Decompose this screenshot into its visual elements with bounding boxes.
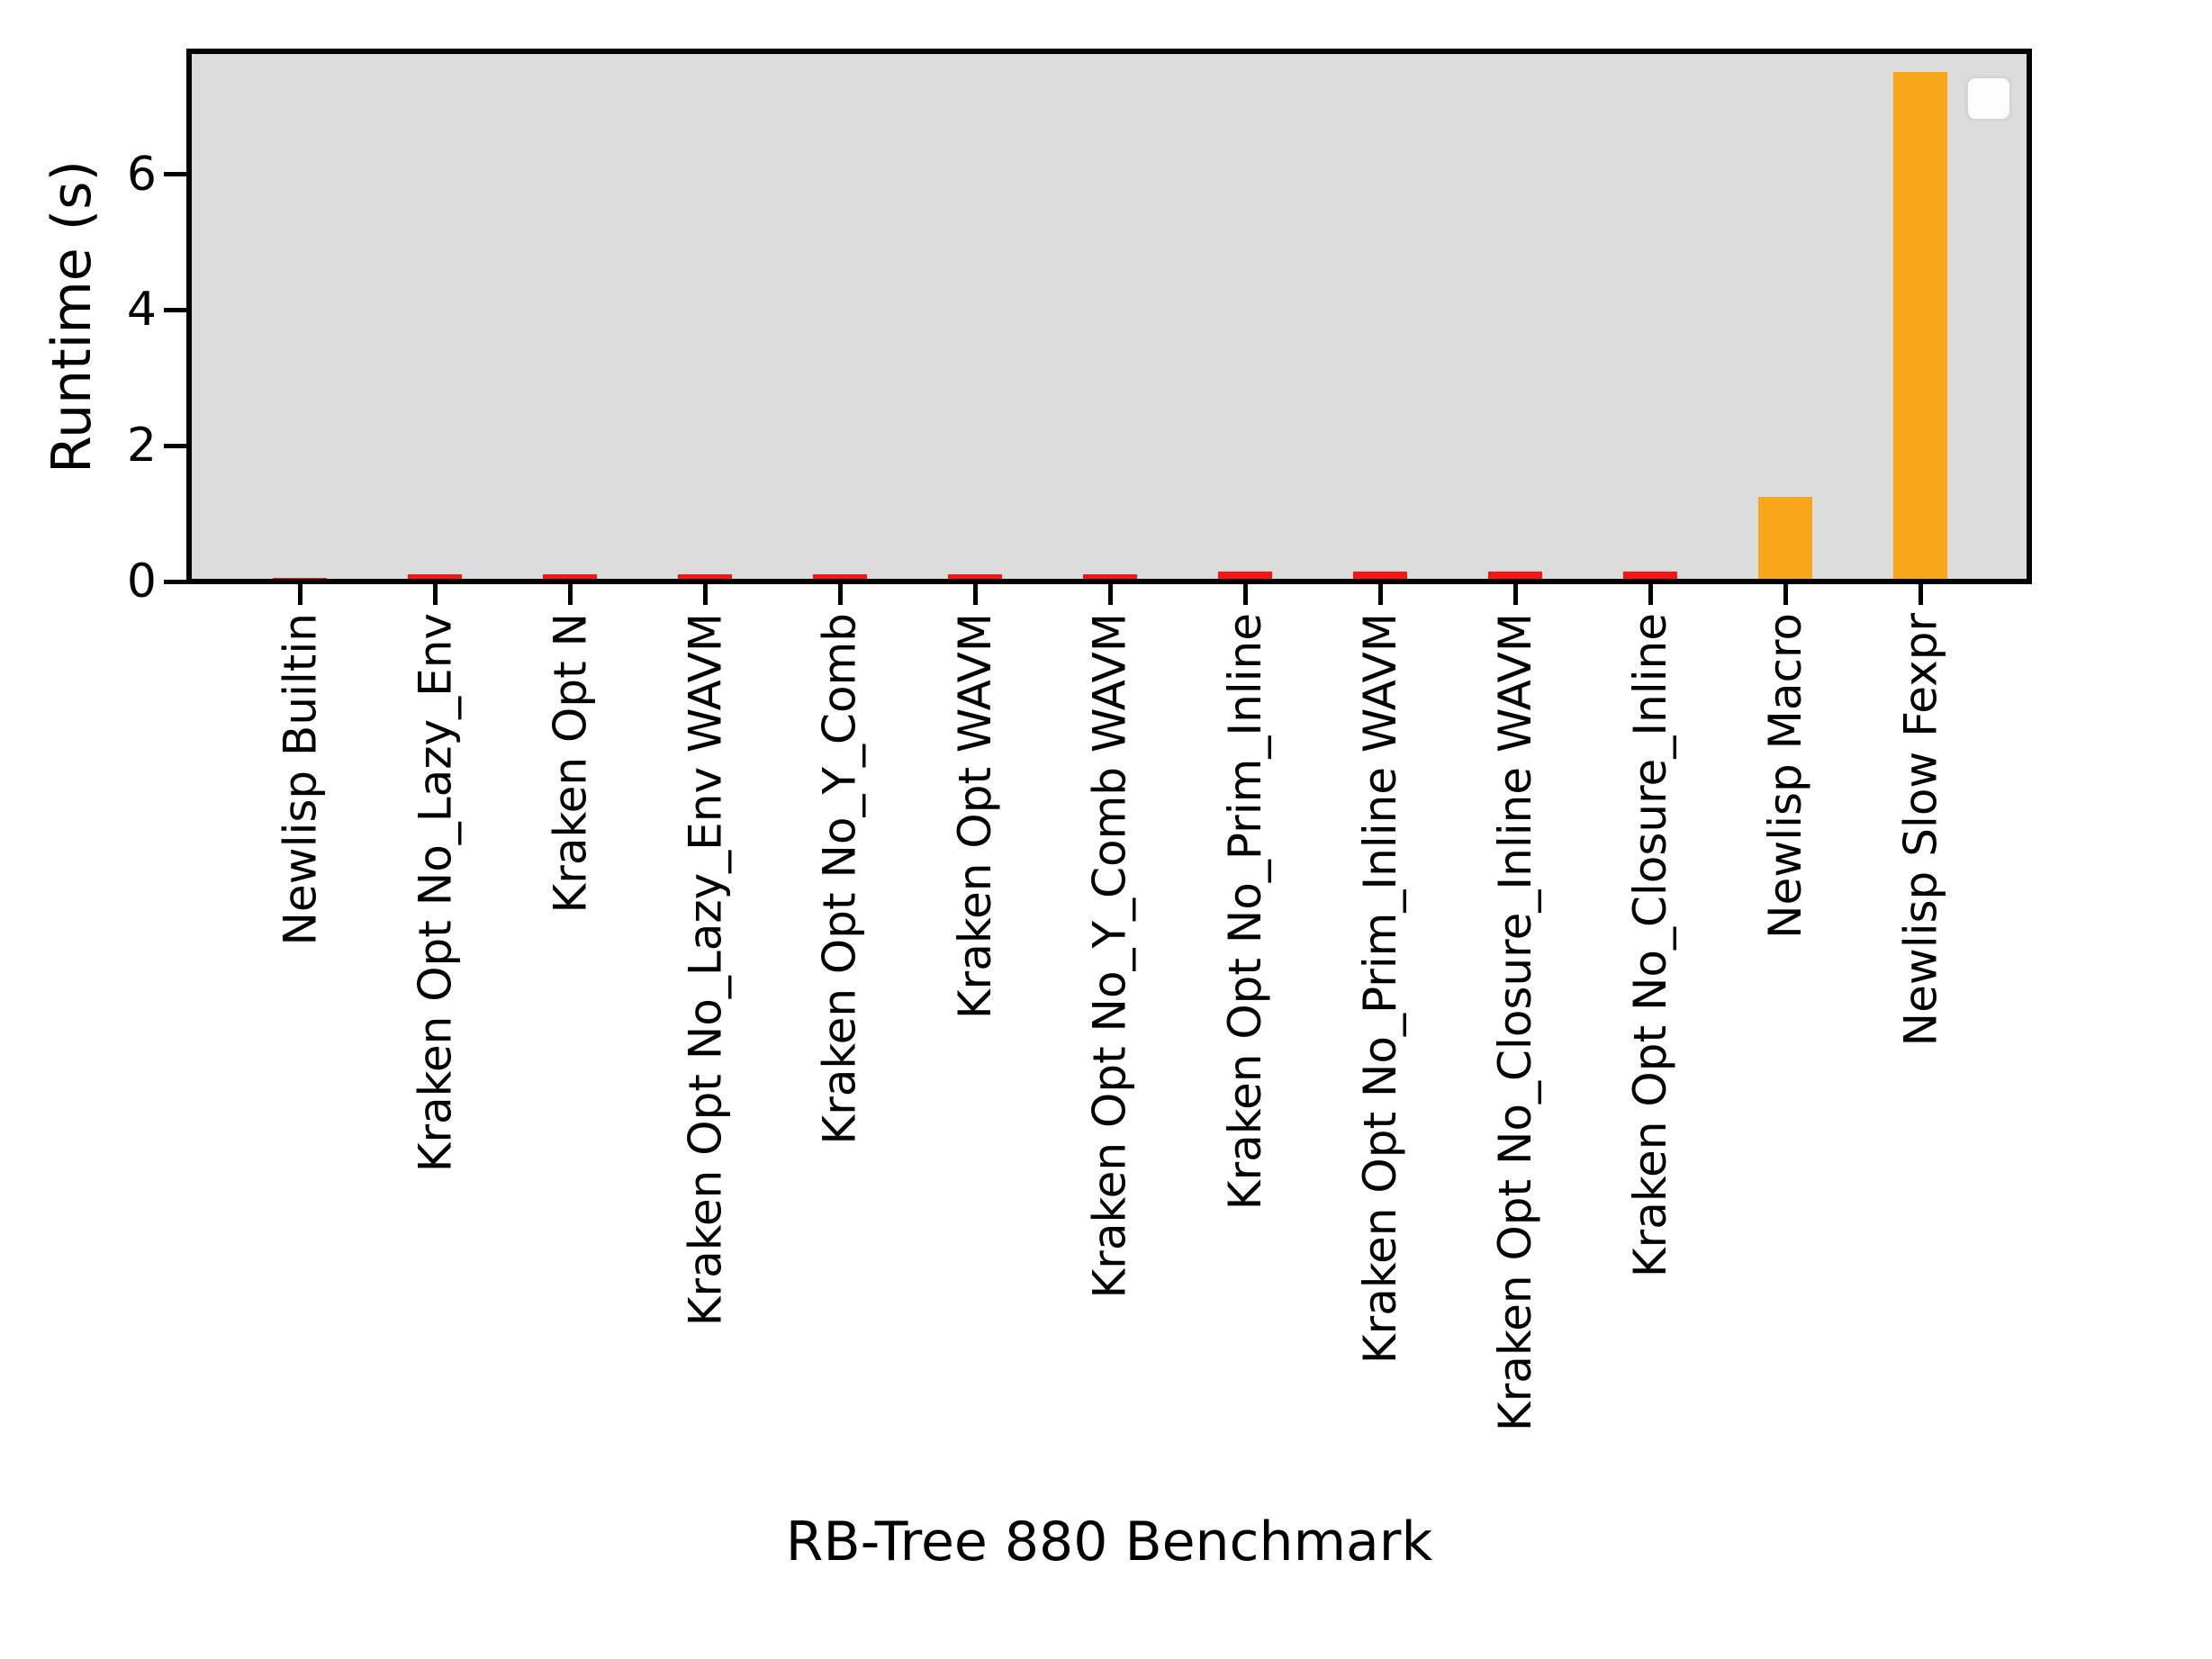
y-tick-label: 4: [126, 283, 157, 338]
bar: [678, 574, 732, 579]
bar: [273, 578, 327, 579]
x-tick-label: Kraken Opt N: [544, 613, 596, 914]
x-tick-label: Kraken Opt No_Lazy_Env WAVM: [679, 613, 731, 1327]
x-tick-label: Kraken Opt WAVM: [949, 613, 1001, 1020]
y-tick-mark: [164, 307, 186, 312]
x-tick-label: Kraken Opt No_Prim_Inline WAVM: [1354, 613, 1406, 1365]
bar: [948, 574, 1002, 579]
bar: [1758, 497, 1812, 579]
x-tick-label: Kraken Opt No_Closure_Inline: [1624, 613, 1676, 1278]
y-tick-label: 2: [126, 419, 157, 473]
x-tick-mark: [1648, 584, 1653, 605]
x-tick-mark: [1512, 584, 1518, 605]
x-tick-mark: [1242, 584, 1248, 605]
x-tick-label: Kraken Opt No_Y_Comb WAVM: [1084, 613, 1136, 1299]
x-tick-label: Kraken Opt No_Closure_Inline WAVM: [1489, 613, 1541, 1432]
x-tick-mark: [567, 584, 573, 605]
x-tick-mark: [297, 584, 302, 605]
x-tick-mark: [972, 584, 978, 605]
x-tick-label: Kraken Opt No_Prim_Inline: [1219, 613, 1271, 1211]
x-tick-mark: [1918, 584, 1923, 605]
x-tick-label: Newlisp Macro: [1759, 613, 1811, 939]
legend-box: [1966, 77, 2011, 121]
y-tick-mark: [164, 172, 186, 177]
x-tick-mark: [702, 584, 708, 605]
bar: [408, 574, 462, 579]
x-tick-mark: [837, 584, 843, 605]
y-tick-label: 6: [126, 147, 157, 202]
bar: [1083, 574, 1137, 579]
x-tick-label: Newlisp Slow Fexpr: [1894, 613, 1946, 1047]
x-tick-label: Kraken Opt No_Lazy_Env: [409, 613, 461, 1173]
bar: [1623, 572, 1677, 579]
bar: [1353, 572, 1407, 579]
x-axis-label: RB-Tree 880 Benchmark: [785, 1510, 1433, 1573]
x-tick-mark: [1783, 584, 1788, 605]
plot-area: [186, 49, 2032, 584]
y-tick-label: 0: [126, 555, 157, 609]
bar: [813, 574, 867, 579]
x-tick-mark: [1377, 584, 1383, 605]
bar: [1893, 72, 1947, 579]
y-tick-mark: [164, 443, 186, 448]
bar: [1488, 572, 1542, 579]
x-tick-label: Newlisp Builtin: [274, 613, 326, 946]
bar: [1218, 572, 1272, 579]
x-tick-mark: [432, 584, 438, 605]
x-tick-label: Kraken Opt No_Y_Comb: [814, 613, 866, 1145]
bar: [543, 574, 597, 579]
x-tick-mark: [1107, 584, 1113, 605]
y-tick-mark: [164, 579, 186, 584]
